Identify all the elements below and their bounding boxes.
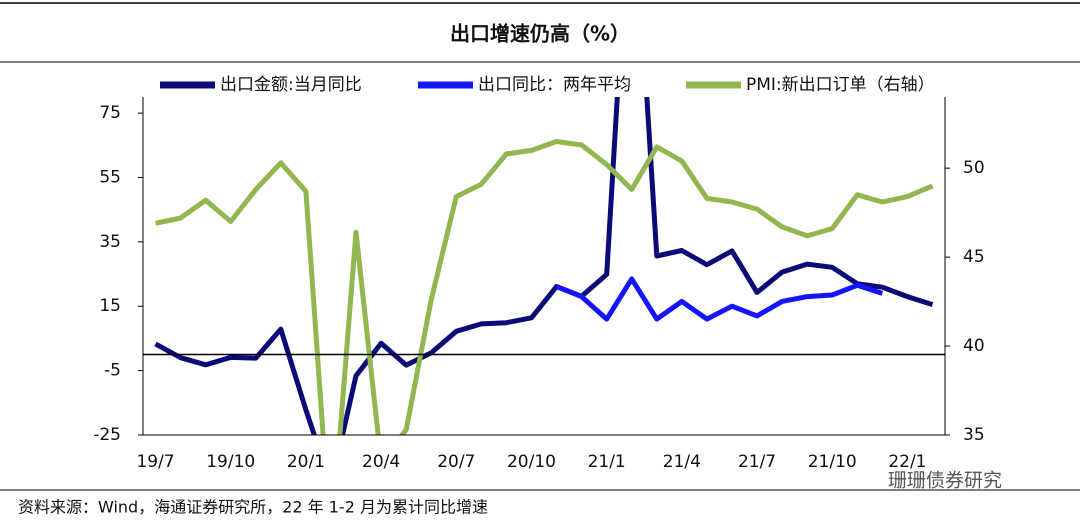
- series-line: [555, 276, 884, 322]
- source-note: 资料来源：Wind，海通证券研究所，22 年 1-2 月为累计同比增速: [18, 498, 488, 517]
- legend-label: PMI:新出口订单（右轴）: [746, 75, 935, 95]
- y-tick-label: 75: [99, 103, 121, 123]
- x-tick-label: 20/7: [437, 452, 475, 472]
- x-tick-label: 22/1: [888, 452, 926, 472]
- x-tick-label: 20/4: [362, 452, 400, 472]
- chart-title: 出口增速仍高（%）: [450, 22, 630, 46]
- x-tick-label: 21/4: [663, 452, 701, 472]
- series-line: [154, 97, 934, 435]
- x-tick-label: 21/1: [588, 452, 626, 472]
- y2-tick-label: 45: [963, 247, 985, 267]
- x-tick-label: 19/10: [206, 452, 255, 472]
- series-line: [154, 139, 934, 435]
- y2-tick-label: 35: [963, 425, 985, 445]
- legend-label: 出口同比：两年平均: [478, 75, 631, 95]
- y-tick-label: 35: [99, 232, 121, 252]
- x-tick-label: 20/10: [507, 452, 556, 472]
- x-tick-label: 21/7: [738, 452, 776, 472]
- y-tick-label: 55: [99, 167, 121, 187]
- y2-tick-label: 40: [963, 336, 985, 356]
- plot-area: [154, 97, 934, 435]
- y-tick-label: -5: [104, 361, 121, 381]
- watermark: 珊珊债券研究: [888, 470, 1002, 492]
- y-tick-label: -25: [93, 425, 121, 445]
- x-tick-label: 19/7: [136, 452, 174, 472]
- legend-label: 出口金额:当月同比: [220, 75, 362, 95]
- x-tick-label: 21/10: [808, 452, 857, 472]
- y-tick-label: 15: [99, 296, 121, 316]
- y2-tick-label: 50: [963, 158, 985, 178]
- x-tick-label: 20/1: [287, 452, 325, 472]
